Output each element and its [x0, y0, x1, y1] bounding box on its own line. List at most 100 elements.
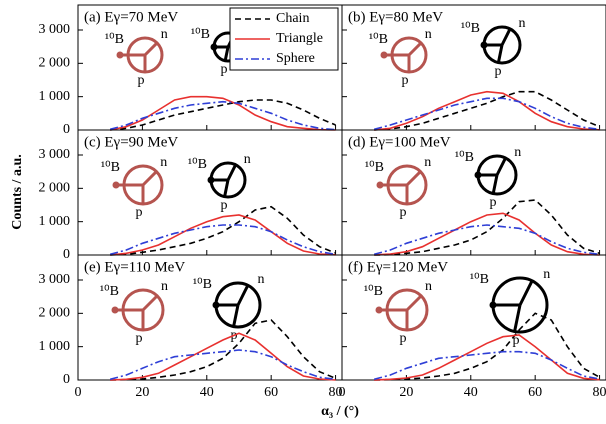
icon-spoke — [491, 174, 499, 194]
icon-spoke — [141, 170, 158, 187]
icon-dot — [376, 181, 384, 189]
icon-spoke — [232, 304, 240, 327]
panel-title: (a) Eγ=70 MeV — [84, 9, 178, 25]
icon-dot — [210, 43, 218, 51]
icon-label: ¹⁰B — [369, 32, 388, 47]
panel-title: (e) Eγ=110 MeV — [84, 259, 185, 275]
x-tick-label: 0 — [339, 385, 346, 400]
icon-label: ¹⁰B — [105, 32, 124, 47]
x-tick-label: 0 — [75, 385, 82, 400]
panel-frame — [341, 254, 606, 381]
y-tick-label: 0 — [63, 247, 70, 262]
icon-spoke — [226, 164, 237, 181]
icon-label: p — [400, 205, 407, 220]
icon-label: n — [543, 267, 550, 282]
icon-spoke — [513, 304, 522, 332]
y-tick-label: 3 000 — [39, 272, 71, 287]
x-tick-label: 40 — [200, 385, 214, 400]
series-line — [374, 212, 600, 256]
icon-spoke — [500, 28, 512, 46]
icon-label: n — [161, 27, 168, 42]
icon-label: n — [424, 155, 431, 170]
icon-dot — [207, 176, 215, 184]
icon-spoke — [141, 294, 159, 312]
icon-label: p — [221, 198, 228, 213]
y-tick-label: 3 000 — [39, 22, 71, 37]
icon-spoke — [405, 294, 423, 312]
icon-spoke — [236, 284, 250, 306]
series-line — [374, 334, 600, 381]
series-line — [109, 224, 336, 256]
icon-label: ¹⁰B — [100, 284, 119, 299]
legend-label: Sphere — [276, 51, 315, 66]
icon-label: p — [495, 64, 502, 79]
icon-spoke — [407, 42, 422, 57]
y-tick-label: 3 000 — [39, 147, 71, 162]
panel-title: (d) Eγ=100 MeV — [348, 134, 451, 150]
icon-label: ¹⁰B — [193, 277, 212, 292]
icon-label: ¹⁰B — [188, 157, 207, 172]
icon-label: ¹⁰B — [461, 21, 480, 36]
icon-label: ¹⁰B — [455, 150, 474, 165]
icon-label: p — [221, 62, 228, 77]
icon-label: ¹⁰B — [101, 160, 120, 175]
y-tick-label: 2 000 — [39, 306, 71, 321]
icon-dot — [380, 51, 388, 59]
panel-title: (b) Eγ=80 MeV — [348, 9, 443, 25]
icon-label: p — [138, 73, 145, 88]
y-tick-label: 2 000 — [39, 181, 71, 196]
series-line — [109, 100, 336, 131]
icon-dot — [116, 51, 124, 59]
x-tick-label: 80 — [329, 385, 343, 400]
icon-label: n — [161, 279, 168, 294]
icon-spoke — [405, 170, 422, 187]
icon-label: p — [513, 333, 520, 348]
icon-label: n — [519, 16, 526, 31]
series-line — [109, 349, 336, 381]
icon-label: p — [136, 331, 143, 346]
icon-spoke — [518, 280, 534, 306]
icon-spoke — [495, 157, 507, 176]
y-tick-label: 0 — [63, 372, 70, 387]
series-line — [373, 224, 600, 256]
series-line — [110, 205, 336, 256]
x-tick-label: 20 — [135, 385, 149, 400]
icon-dot — [375, 306, 383, 314]
icon-dot — [111, 306, 119, 314]
y-tick-label: 1 000 — [39, 339, 71, 354]
icon-label: ¹⁰B — [470, 272, 489, 287]
icon-label: ¹⁰B — [191, 27, 210, 42]
icon-spoke — [143, 42, 158, 57]
icon-label: n — [160, 155, 167, 170]
series-line — [110, 319, 336, 381]
icon-spoke — [223, 46, 230, 62]
y-tick-label: 2 000 — [39, 56, 71, 71]
icon-spoke — [496, 44, 504, 63]
icon-label: n — [514, 145, 521, 160]
icon-label: n — [244, 152, 251, 167]
y-tick-label: 1 000 — [39, 89, 71, 104]
icon-spoke — [223, 179, 230, 197]
series-line — [374, 312, 600, 381]
series-line — [374, 199, 600, 256]
series-line — [374, 90, 600, 131]
icon-dot — [480, 41, 488, 49]
legend-label: Triangle — [276, 31, 323, 46]
panel-title: (f) Eγ=120 MeV — [348, 259, 448, 275]
icon-label: p — [136, 205, 143, 220]
x-tick-label: 20 — [399, 385, 413, 400]
x-axis-label: α₃ / (°) — [321, 404, 359, 419]
y-tick-label: 0 — [63, 122, 70, 137]
x-tick-label: 60 — [264, 385, 278, 400]
series-line — [374, 90, 600, 131]
icon-dot — [112, 181, 120, 189]
y-tick-label: 1 000 — [39, 214, 71, 229]
panel-title: (c) Eγ=90 MeV — [84, 134, 178, 150]
icon-dot — [474, 171, 482, 179]
series-line — [110, 214, 336, 256]
legend-label: Chain — [276, 11, 309, 26]
series-line — [110, 332, 336, 381]
icon-label: n — [425, 279, 432, 294]
x-tick-label: 80 — [593, 385, 606, 400]
